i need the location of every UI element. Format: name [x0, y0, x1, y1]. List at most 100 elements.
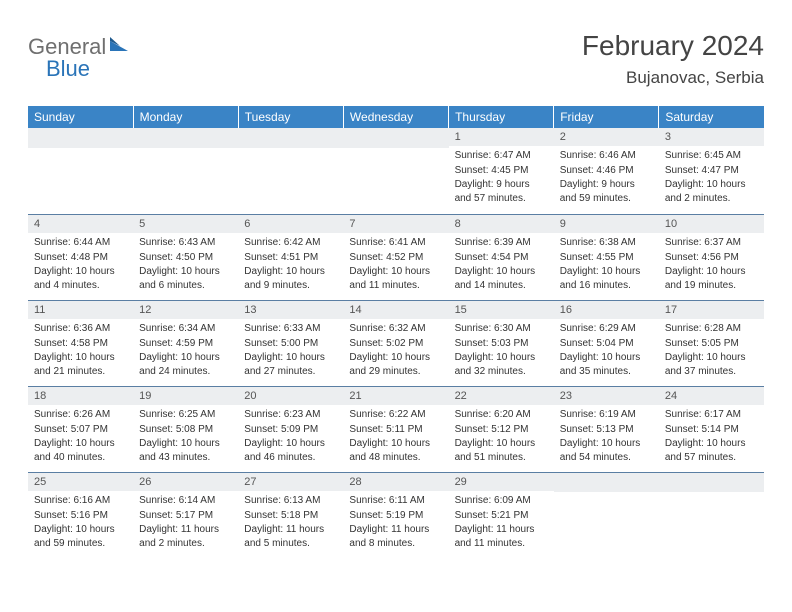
daylight-line: Daylight: 11 hours and 8 minutes. [349, 523, 442, 550]
day-number: 21 [343, 386, 448, 405]
calendar-cell: 5Sunrise: 6:43 AMSunset: 4:50 PMDaylight… [133, 214, 238, 300]
calendar-cell: 4Sunrise: 6:44 AMSunset: 4:48 PMDaylight… [28, 214, 133, 300]
daylight-line: Daylight: 10 hours and 11 minutes. [349, 265, 442, 292]
day-number: 12 [133, 300, 238, 319]
sunset-line: Sunset: 4:56 PM [665, 251, 758, 265]
daylight-line: Daylight: 10 hours and 16 minutes. [560, 265, 653, 292]
day-number: 14 [343, 300, 448, 319]
daylight-line: Daylight: 11 hours and 5 minutes. [244, 523, 337, 550]
daylight-line: Daylight: 10 hours and 19 minutes. [665, 265, 758, 292]
location: Bujanovac, Serbia [582, 68, 764, 88]
sunset-line: Sunset: 5:11 PM [349, 423, 442, 437]
calendar-cell: 3Sunrise: 6:45 AMSunset: 4:47 PMDaylight… [659, 128, 764, 214]
daylight-line: Daylight: 10 hours and 54 minutes. [560, 437, 653, 464]
day-header: Monday [133, 106, 238, 128]
calendar-cell [133, 128, 238, 214]
day-number: 7 [343, 214, 448, 233]
calendar-cell: 11Sunrise: 6:36 AMSunset: 4:58 PMDayligh… [28, 300, 133, 386]
calendar-cell: 25Sunrise: 6:16 AMSunset: 5:16 PMDayligh… [28, 472, 133, 558]
day-header: Thursday [449, 106, 554, 128]
calendar-cell: 21Sunrise: 6:22 AMSunset: 5:11 PMDayligh… [343, 386, 448, 472]
day-details: Sunrise: 6:20 AMSunset: 5:12 PMDaylight:… [449, 405, 554, 468]
sunrise-line: Sunrise: 6:39 AM [455, 236, 548, 250]
sunset-line: Sunset: 5:12 PM [455, 423, 548, 437]
day-header: Friday [554, 106, 659, 128]
day-details: Sunrise: 6:22 AMSunset: 5:11 PMDaylight:… [343, 405, 448, 468]
sunset-line: Sunset: 4:52 PM [349, 251, 442, 265]
sunrise-line: Sunrise: 6:25 AM [139, 408, 232, 422]
sunset-line: Sunset: 5:17 PM [139, 509, 232, 523]
day-header: Sunday [28, 106, 133, 128]
sunrise-line: Sunrise: 6:09 AM [455, 494, 548, 508]
calendar-cell: 6Sunrise: 6:42 AMSunset: 4:51 PMDaylight… [238, 214, 343, 300]
calendar-cell: 14Sunrise: 6:32 AMSunset: 5:02 PMDayligh… [343, 300, 448, 386]
day-details: Sunrise: 6:26 AMSunset: 5:07 PMDaylight:… [28, 405, 133, 468]
calendar-cell: 13Sunrise: 6:33 AMSunset: 5:00 PMDayligh… [238, 300, 343, 386]
calendar-row: 1Sunrise: 6:47 AMSunset: 4:45 PMDaylight… [28, 128, 764, 214]
daylight-line: Daylight: 10 hours and 48 minutes. [349, 437, 442, 464]
day-details: Sunrise: 6:36 AMSunset: 4:58 PMDaylight:… [28, 319, 133, 382]
daylight-line: Daylight: 10 hours and 57 minutes. [665, 437, 758, 464]
day-number: 28 [343, 472, 448, 491]
day-number-bar [133, 128, 238, 148]
sunrise-line: Sunrise: 6:29 AM [560, 322, 653, 336]
sunrise-line: Sunrise: 6:36 AM [34, 322, 127, 336]
sunrise-line: Sunrise: 6:43 AM [139, 236, 232, 250]
daylight-line: Daylight: 10 hours and 32 minutes. [455, 351, 548, 378]
daylight-line: Daylight: 11 hours and 11 minutes. [455, 523, 548, 550]
calendar-cell [554, 472, 659, 558]
day-number: 22 [449, 386, 554, 405]
day-number: 26 [133, 472, 238, 491]
sunset-line: Sunset: 5:02 PM [349, 337, 442, 351]
day-details: Sunrise: 6:45 AMSunset: 4:47 PMDaylight:… [659, 146, 764, 209]
sunrise-line: Sunrise: 6:38 AM [560, 236, 653, 250]
day-number: 2 [554, 128, 659, 146]
day-details: Sunrise: 6:46 AMSunset: 4:46 PMDaylight:… [554, 146, 659, 209]
day-details: Sunrise: 6:39 AMSunset: 4:54 PMDaylight:… [449, 233, 554, 296]
daylight-line: Daylight: 11 hours and 2 minutes. [139, 523, 232, 550]
calendar-cell: 28Sunrise: 6:11 AMSunset: 5:19 PMDayligh… [343, 472, 448, 558]
sunset-line: Sunset: 4:54 PM [455, 251, 548, 265]
sunset-line: Sunset: 5:19 PM [349, 509, 442, 523]
day-details: Sunrise: 6:34 AMSunset: 4:59 PMDaylight:… [133, 319, 238, 382]
daylight-line: Daylight: 10 hours and 43 minutes. [139, 437, 232, 464]
day-details: Sunrise: 6:16 AMSunset: 5:16 PMDaylight:… [28, 491, 133, 554]
calendar-cell: 29 Sunrise: 6:09 AMSunset: 5:21 PMDayligh… [449, 472, 554, 558]
day-number-bar [554, 472, 659, 492]
calendar-row: 4Sunrise: 6:44 AMSunset: 4:48 PMDaylight… [28, 214, 764, 300]
calendar-cell: 18Sunrise: 6:26 AMSunset: 5:07 PMDayligh… [28, 386, 133, 472]
calendar-cell: 2Sunrise: 6:46 AMSunset: 4:46 PMDaylight… [554, 128, 659, 214]
sunrise-line: Sunrise: 6:14 AM [139, 494, 232, 508]
sunset-line: Sunset: 5:03 PM [455, 337, 548, 351]
calendar-cell: 20Sunrise: 6:23 AMSunset: 5:09 PMDayligh… [238, 386, 343, 472]
daylight-line: Daylight: 10 hours and 6 minutes. [139, 265, 232, 292]
sunset-line: Sunset: 5:05 PM [665, 337, 758, 351]
day-number: 24 [659, 386, 764, 405]
flag-icon [110, 37, 130, 58]
calendar-row: 25Sunrise: 6:16 AMSunset: 5:16 PMDayligh… [28, 472, 764, 558]
calendar-page: General February 2024 Bujanovac, Serbia … [0, 0, 792, 578]
day-number: 3 [659, 128, 764, 146]
day-number: 16 [554, 300, 659, 319]
day-number: 5 [133, 214, 238, 233]
daylight-line: Daylight: 9 hours and 59 minutes. [560, 178, 653, 205]
sunrise-line: Sunrise: 6:44 AM [34, 236, 127, 250]
sunrise-line: Sunrise: 6:20 AM [455, 408, 548, 422]
sunset-line: Sunset: 5:08 PM [139, 423, 232, 437]
sunrise-line: Sunrise: 6:34 AM [139, 322, 232, 336]
day-header-row: Sunday Monday Tuesday Wednesday Thursday… [28, 106, 764, 128]
calendar-cell: 8Sunrise: 6:39 AMSunset: 4:54 PMDaylight… [449, 214, 554, 300]
calendar-cell: 19Sunrise: 6:25 AMSunset: 5:08 PMDayligh… [133, 386, 238, 472]
calendar-cell [343, 128, 448, 214]
day-details: Sunrise: 6:19 AMSunset: 5:13 PMDaylight:… [554, 405, 659, 468]
day-number: 15 [449, 300, 554, 319]
sunset-line: Sunset: 5:21 PM [455, 509, 548, 523]
daylight-line: Daylight: 10 hours and 51 minutes. [455, 437, 548, 464]
day-number: 29 [449, 472, 554, 491]
calendar-row: 18Sunrise: 6:26 AMSunset: 5:07 PMDayligh… [28, 386, 764, 472]
day-details: Sunrise: 6:17 AMSunset: 5:14 PMDaylight:… [659, 405, 764, 468]
calendar-cell [659, 472, 764, 558]
sunrise-line: Sunrise: 6:42 AM [244, 236, 337, 250]
daylight-line: Daylight: 10 hours and 21 minutes. [34, 351, 127, 378]
calendar-body: 1Sunrise: 6:47 AMSunset: 4:45 PMDaylight… [28, 128, 764, 558]
